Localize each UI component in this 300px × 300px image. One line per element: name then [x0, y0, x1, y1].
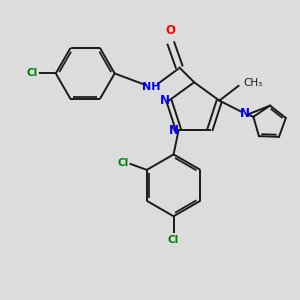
- Text: O: O: [166, 24, 176, 37]
- Text: CH₃: CH₃: [243, 78, 262, 88]
- Text: Cl: Cl: [168, 236, 179, 245]
- Text: NH: NH: [142, 82, 161, 92]
- Text: Cl: Cl: [27, 68, 38, 78]
- Text: N: N: [160, 94, 170, 107]
- Text: N: N: [239, 107, 249, 120]
- Text: N: N: [169, 124, 179, 137]
- Text: Cl: Cl: [118, 158, 129, 167]
